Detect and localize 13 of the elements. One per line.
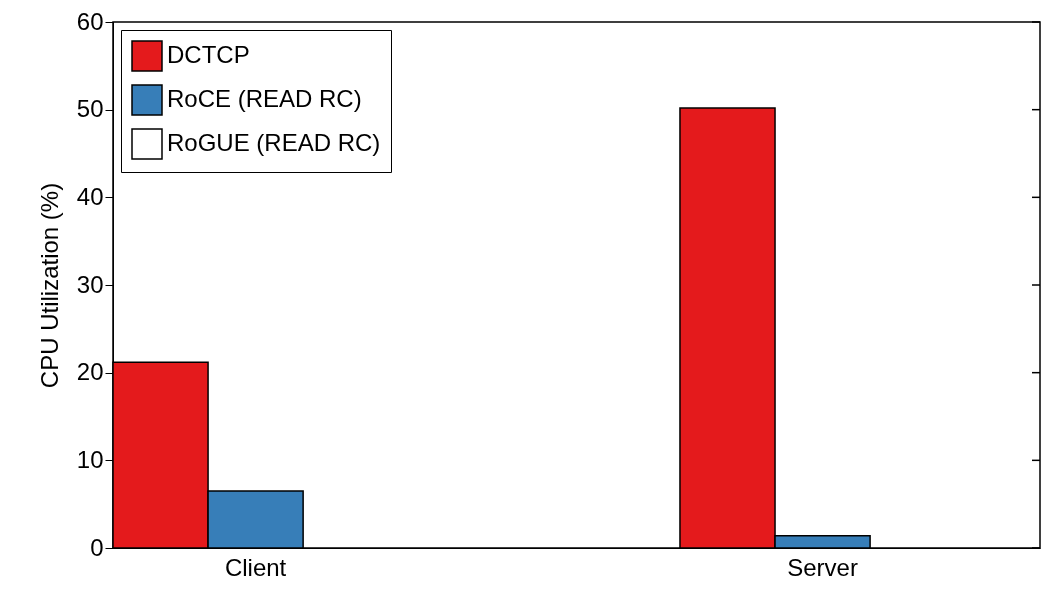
y-tick-label: 60 [76, 7, 104, 35]
y-tick-label: 20 [76, 358, 104, 386]
legend-label: DCTCP [167, 41, 250, 68]
x-tick-label: Server [787, 553, 858, 581]
y-tick-label: 50 [76, 95, 104, 123]
y-tick-label: 40 [76, 182, 104, 210]
x-tick-label: Client [224, 553, 287, 581]
y-tick-label: 10 [76, 445, 104, 473]
legend-label: RoGUE (READ RC) [167, 129, 381, 156]
y-tick-label: 0 [90, 533, 104, 561]
legend-label: RoCE (READ RC) [167, 85, 362, 112]
y-tick-label: 30 [76, 270, 104, 298]
y-axis-title: CPU Utilization (%) [35, 182, 63, 389]
